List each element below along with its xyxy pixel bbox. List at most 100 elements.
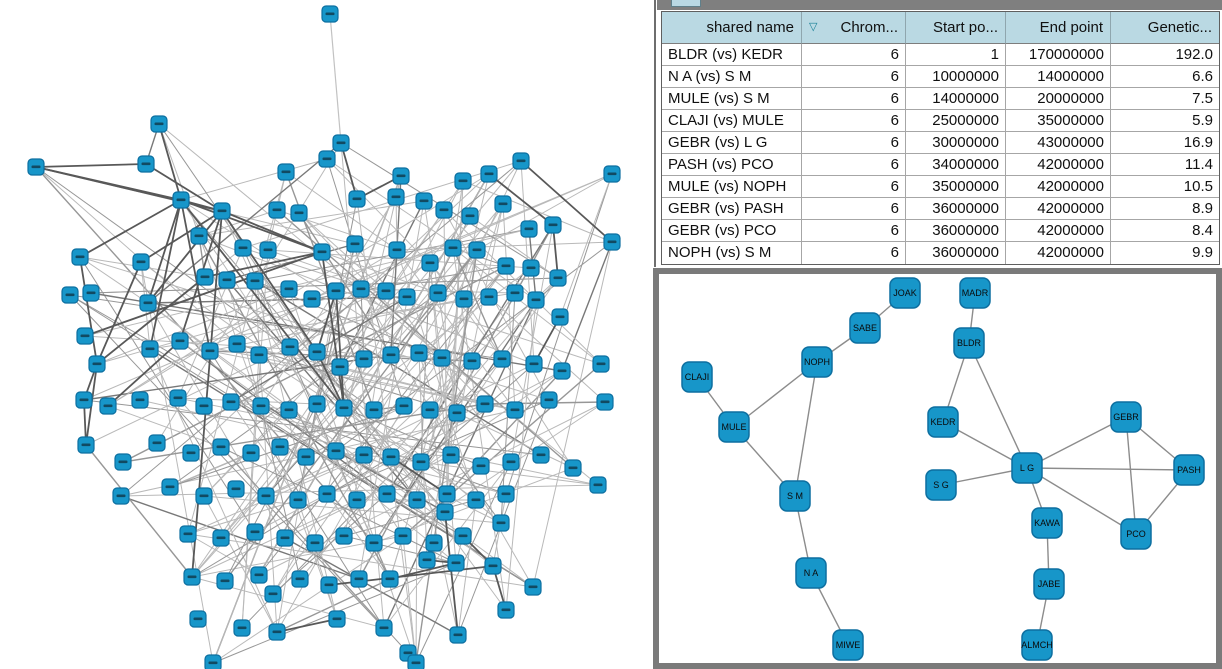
network-edge[interactable] <box>396 249 516 411</box>
cell-shared-name[interactable]: BLDR (vs) KEDR <box>662 44 802 66</box>
network-node[interactable] <box>447 554 465 572</box>
network-node[interactable] <box>592 355 610 373</box>
cell-end-point[interactable]: 35000000 <box>1006 110 1111 132</box>
network-edge[interactable] <box>450 454 502 524</box>
network-edge[interactable] <box>149 199 182 350</box>
network-edge[interactable] <box>236 343 458 414</box>
network-node[interactable] <box>114 453 132 471</box>
table-row[interactable]: GEBR (vs) PASH 6 36000000 42000000 8.9 <box>662 198 1219 220</box>
network-edge[interactable] <box>402 535 417 664</box>
cell-shared-name[interactable]: N A (vs) S M <box>662 66 802 88</box>
network-node[interactable] <box>183 568 201 586</box>
network-edge[interactable] <box>83 358 365 401</box>
network-edge[interactable] <box>180 158 328 201</box>
network-edge[interactable] <box>84 251 323 337</box>
network-node[interactable] <box>268 623 286 641</box>
network-edge[interactable] <box>203 495 278 633</box>
network-edge[interactable] <box>140 261 214 664</box>
network-node[interactable] <box>350 570 368 588</box>
network-node[interactable] <box>139 294 157 312</box>
cell-start-point[interactable]: 36000000 <box>906 198 1006 220</box>
network-edge[interactable] <box>1026 467 1137 535</box>
network-node[interactable] <box>448 404 466 422</box>
cell-genetic-distance[interactable]: 9.9 <box>1192 244 1213 261</box>
network-node[interactable] <box>179 525 197 543</box>
network-node[interactable] <box>61 286 79 304</box>
network-node[interactable] <box>433 349 451 367</box>
network-node[interactable] <box>512 152 530 170</box>
network-edge[interactable] <box>265 363 535 497</box>
network-node[interactable] <box>313 243 331 261</box>
network-node-n-a[interactable]: N A <box>795 557 827 589</box>
network-node[interactable] <box>196 268 214 286</box>
network-edge[interactable] <box>794 361 818 497</box>
network-edge[interactable] <box>265 454 365 497</box>
network-node[interactable] <box>291 570 309 588</box>
network-node[interactable] <box>524 578 542 596</box>
network-node[interactable] <box>355 446 373 464</box>
network-edge[interactable] <box>395 196 398 251</box>
network-node[interactable] <box>189 610 207 628</box>
network-edge[interactable] <box>198 200 425 237</box>
network-node-joak[interactable]: JOAK <box>889 277 921 309</box>
network-node-l-g[interactable]: L G <box>1011 452 1043 484</box>
network-node-kawa[interactable]: KAWA <box>1031 507 1063 539</box>
network-node[interactable] <box>395 397 413 415</box>
cell-genetic-distance[interactable]: 192.0 <box>1111 44 1219 66</box>
network-edge[interactable] <box>316 351 507 611</box>
table-row[interactable]: MULE (vs) S M 6 14000000 20000000 7.5 <box>662 88 1219 110</box>
network-node[interactable] <box>540 391 558 409</box>
network-node[interactable] <box>365 401 383 419</box>
network-node[interactable] <box>335 527 353 545</box>
network-edge[interactable] <box>343 267 532 409</box>
network-edge[interactable] <box>145 163 223 212</box>
cell-start-point[interactable]: 14000000 <box>906 88 1006 110</box>
network-node[interactable] <box>476 395 494 413</box>
network-node[interactable] <box>589 476 607 494</box>
network-node[interactable] <box>216 572 234 590</box>
sub-network-canvas[interactable]: JOAK SABE NOPH CLAJI MULE S M N A MIWE MADR BLDR K… <box>659 274 1216 663</box>
network-edge[interactable] <box>158 123 182 201</box>
cell-start-point[interactable]: 10000000 <box>906 66 1006 88</box>
network-node[interactable] <box>264 585 282 603</box>
network-node[interactable] <box>290 204 308 222</box>
cell-chromosome[interactable]: 6 <box>802 198 906 220</box>
network-edge[interactable] <box>289 346 446 513</box>
network-edge[interactable] <box>230 401 299 501</box>
network-node[interactable] <box>276 529 294 547</box>
network-node[interactable] <box>227 480 245 498</box>
cell-shared-name[interactable]: MULE (vs) S M <box>662 88 802 110</box>
network-node[interactable] <box>388 241 406 259</box>
cell-shared-name[interactable]: CLAJI (vs) MULE <box>662 110 802 132</box>
network-node[interactable] <box>131 391 149 409</box>
network-node[interactable] <box>195 397 213 415</box>
network-edge[interactable] <box>463 298 574 469</box>
network-node[interactable] <box>303 290 321 308</box>
table-row[interactable]: GEBR (vs) L G 6 30000000 43000000 16.9 <box>662 132 1219 154</box>
network-node[interactable] <box>418 551 436 569</box>
network-node[interactable] <box>467 491 485 509</box>
network-node[interactable] <box>161 478 179 496</box>
network-edge[interactable] <box>356 198 417 664</box>
network-node[interactable] <box>522 259 540 277</box>
network-node[interactable] <box>233 619 251 637</box>
network-node[interactable] <box>596 393 614 411</box>
network-edge[interactable] <box>452 247 503 360</box>
network-node[interactable] <box>172 191 190 209</box>
network-node[interactable] <box>169 389 187 407</box>
network-edge[interactable] <box>147 210 223 304</box>
network-node[interactable] <box>250 346 268 364</box>
network-node-jabe[interactable]: JABE <box>1033 568 1065 600</box>
network-edge[interactable] <box>260 405 457 564</box>
network-edge[interactable] <box>1125 416 1137 535</box>
network-node-bldr[interactable]: BLDR <box>953 327 985 359</box>
network-edge[interactable] <box>276 618 338 633</box>
network-edge[interactable] <box>354 243 512 463</box>
network-edge[interactable] <box>191 499 358 578</box>
network-node[interactable] <box>182 444 200 462</box>
network-edge[interactable] <box>236 343 516 411</box>
network-edge[interactable] <box>1026 416 1127 469</box>
network-edge[interactable] <box>561 241 613 372</box>
network-edge[interactable] <box>386 493 464 537</box>
network-edge[interactable] <box>559 173 613 318</box>
